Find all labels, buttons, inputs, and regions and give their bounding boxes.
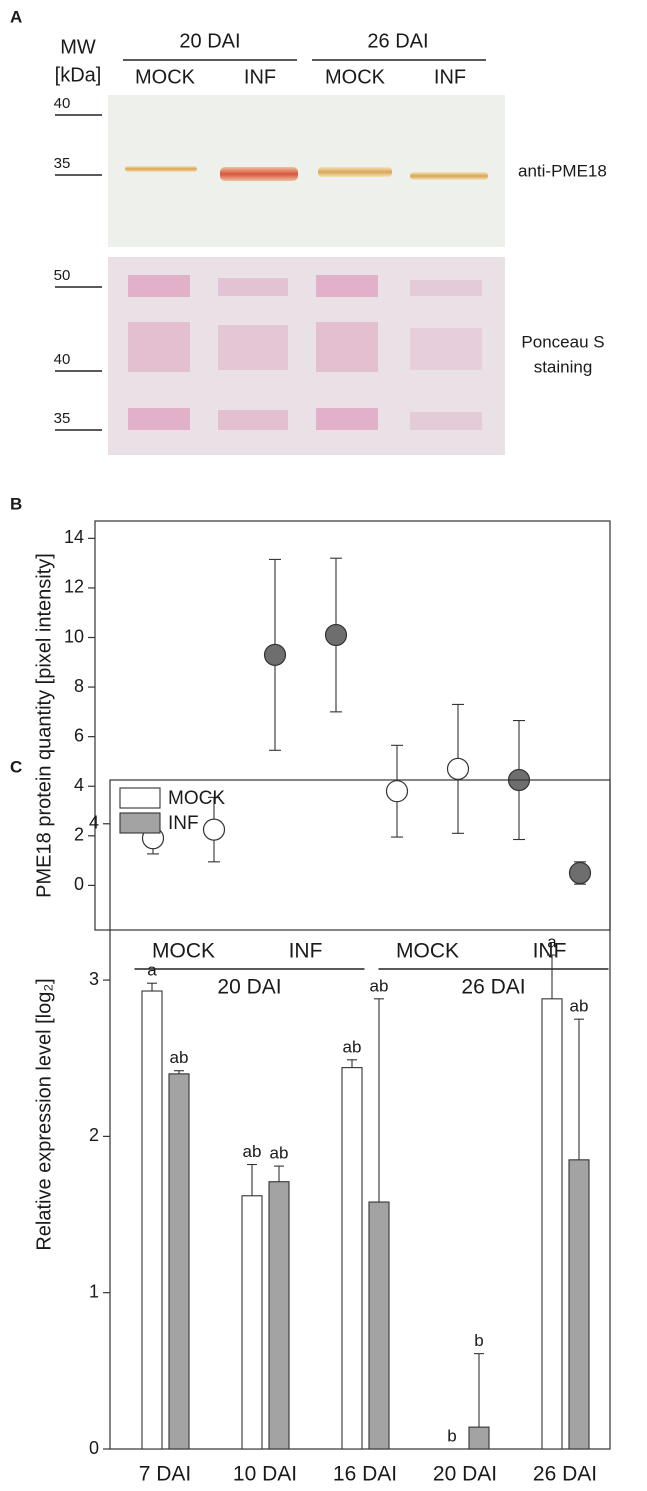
bar	[341, 1067, 363, 1450]
legend-label: MOCK	[168, 788, 225, 809]
significance-label: a	[547, 933, 557, 952]
legend-swatch	[119, 787, 161, 809]
bar	[241, 1195, 263, 1450]
blot-label: Ponceau S	[521, 332, 604, 351]
panel-a: A MW [kDa] 20 DAI 26 DAI MOCK INF MOCK I…	[10, 7, 607, 455]
x-tick-label: 26 DAI	[533, 1463, 597, 1486]
bar	[368, 1201, 390, 1450]
significance-label: ab	[343, 1037, 362, 1056]
significance-label: a	[147, 961, 157, 980]
panel-label: B	[10, 494, 22, 513]
blot-band	[318, 167, 392, 177]
bar	[141, 990, 163, 1450]
y-tick-label: 0	[74, 874, 84, 894]
group-label: 26 DAI	[367, 30, 428, 52]
marker-label: 35	[54, 410, 71, 427]
data-point	[568, 861, 592, 885]
y-tick-label: 10	[64, 626, 84, 646]
x-tick-label: 20 DAI	[433, 1463, 497, 1486]
stain-bands	[128, 275, 482, 430]
blot-label: staining	[534, 357, 593, 376]
y-tick-label: 8	[74, 676, 84, 696]
x-tick-label: 7 DAI	[139, 1463, 192, 1486]
bar	[468, 1426, 490, 1450]
x-tick-label: 10 DAI	[233, 1463, 297, 1486]
data-point	[263, 643, 287, 666]
x-tick-label: INF	[533, 940, 567, 963]
lane-label: MOCK	[135, 66, 196, 88]
significance-label: ab	[370, 976, 389, 995]
x-tick-label: INF	[289, 940, 323, 963]
marker-label: 50	[54, 267, 71, 284]
legend-label: INF	[168, 813, 199, 834]
bar	[168, 1073, 190, 1450]
y-tick-label: 3	[89, 969, 99, 989]
significance-label: ab	[570, 997, 589, 1016]
bar	[541, 998, 563, 1450]
y-tick-label: 2	[89, 1125, 99, 1145]
y-tick-label: 12	[64, 577, 84, 597]
significance-label: b	[447, 1426, 456, 1445]
y-axis-label: PME18 protein quantity [pixel intensity]	[33, 553, 55, 898]
legend-swatch	[119, 812, 161, 834]
group-label: 26 DAI	[461, 976, 525, 999]
blot-label: anti-PME18	[518, 161, 607, 180]
y-tick-label: 2	[74, 825, 84, 845]
x-tick-label: 16 DAI	[333, 1463, 397, 1486]
marker-label: 40	[54, 351, 71, 368]
y-tick-label: 1	[89, 1281, 99, 1301]
y-tick-label: 14	[64, 527, 84, 547]
bar	[568, 1159, 590, 1450]
lane-label: INF	[434, 66, 466, 88]
significance-label: ab	[170, 1048, 189, 1067]
significance-label: ab	[243, 1142, 262, 1161]
data-point	[385, 780, 409, 803]
y-tick-label: 6	[74, 725, 84, 745]
data-point	[446, 757, 470, 780]
marker-label: 40	[54, 95, 71, 112]
panel-label: A	[10, 7, 22, 26]
y-tick-label: 4	[74, 775, 84, 795]
y-tick-label: 4	[89, 813, 99, 833]
y-tick-label: 0	[89, 1438, 99, 1458]
group-label: 20 DAI	[179, 30, 240, 52]
group-label: 20 DAI	[217, 976, 281, 999]
blot-band	[410, 172, 488, 180]
mw-label: MW	[60, 36, 96, 58]
y-axis-label: Relative expression level [log₂]	[33, 978, 55, 1250]
data-point	[324, 623, 348, 647]
blot-band	[125, 166, 197, 172]
marker-label: 35	[54, 155, 71, 172]
x-tick-label: MOCK	[396, 940, 459, 963]
plot-frame	[94, 520, 611, 931]
lane-label: INF	[244, 66, 276, 88]
blot-band	[220, 167, 298, 181]
data-point	[202, 818, 226, 841]
significance-label: b	[474, 1331, 483, 1350]
significance-label: ab	[270, 1144, 289, 1163]
panel-label: C	[10, 757, 22, 776]
x-tick-label: MOCK	[152, 940, 215, 963]
lane-label: MOCK	[325, 66, 386, 88]
mw-unit: [kDa]	[55, 64, 102, 86]
bar	[268, 1181, 290, 1450]
